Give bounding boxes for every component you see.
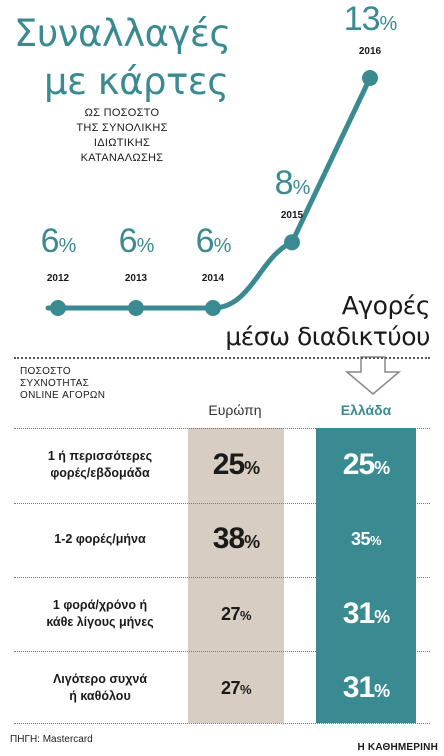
row-header-line: ONLINE ΑΓΟΡΩΝ: [20, 390, 106, 401]
row-label-line: 1 φορά/χρόνο ή: [52, 598, 148, 612]
point-year-label: 2014: [201, 273, 225, 284]
value-number: 38: [212, 522, 245, 555]
row-label-line: 1 ή περισσότερες: [47, 449, 153, 463]
greece-column-background: [316, 428, 416, 723]
value-number: 31: [342, 597, 375, 630]
percent-sign: %: [239, 682, 252, 697]
percent-sign: %: [58, 235, 77, 257]
value-number: 25: [342, 448, 375, 481]
data-point-2013: [128, 300, 144, 316]
value-number: 27: [220, 678, 241, 698]
row-label-line: κάθε λίγους μήνες: [46, 615, 154, 629]
point-value-label: 6%: [173, 222, 253, 261]
value-number: 27: [220, 604, 241, 624]
greece-value-cell: 35%: [316, 529, 416, 550]
row-divider: [14, 723, 430, 724]
row-divider: [14, 651, 430, 652]
point-value-label: 6%: [18, 222, 98, 261]
percent-sign: %: [244, 458, 260, 478]
value-number: 25: [212, 448, 245, 481]
value-number: 6: [40, 222, 60, 260]
table-row-label: 1-2 φορές/μήνα: [20, 531, 180, 548]
data-point-2015: [284, 234, 300, 251]
greece-value-cell: 31%: [316, 671, 416, 705]
row-label-line: 1-2 φορές/μήνα: [54, 532, 146, 546]
publisher-logo: Η ΚΑΘΗΜΕΡΙΝΗ: [357, 742, 438, 753]
data-point-2016: [362, 70, 378, 86]
row-divider: [14, 503, 430, 504]
value-number: 8: [274, 164, 294, 203]
value-number: 6: [195, 222, 215, 260]
point-year-label: 2016: [358, 46, 382, 57]
row-label-line: Λιγότερο συχνά: [52, 672, 148, 686]
europe-value-cell: 25%: [188, 448, 284, 482]
row-header-line: ΠΟΣΟΣΤΟ: [20, 366, 71, 377]
column-header-greece: Ελλάδα: [340, 402, 392, 418]
table-row-label: 1 ή περισσότερες φορές/εβδομάδα: [20, 448, 180, 482]
percent-sign: %: [292, 177, 311, 200]
row-header: ΠΟΣΟΣΤΟ ΣΥΧΝΟΤΗΤΑΣ ONLINE ΑΓΟΡΩΝ: [20, 366, 160, 402]
subtitle-line: ΚΑΤΑΝΑΛΩΣΗΣ: [80, 152, 164, 164]
down-arrow-icon: [344, 356, 402, 395]
point-value-label: 13%: [330, 0, 410, 39]
europe-column-background: [188, 428, 284, 723]
source-note: ΠΗΓΗ: Mastercard: [10, 734, 93, 745]
section-divider: [14, 357, 430, 359]
row-divider: [14, 577, 430, 578]
data-point-2012: [50, 300, 66, 316]
subtitle-line: ΙΔΙΩΤΙΚΗΣ: [93, 137, 151, 149]
subtitle-line: ΩΣ ΠΟΣΟΣΤΟ: [84, 107, 160, 119]
percent-sign: %: [244, 532, 260, 552]
column-header-europe: Ευρώπη: [208, 402, 262, 418]
europe-value-cell: 27%: [188, 678, 284, 699]
value-number: 35: [350, 529, 371, 549]
point-value-label: 8%: [252, 164, 332, 203]
point-year-label: 2013: [124, 273, 148, 284]
section-title-line2: μέσω διαδικτύου: [225, 322, 430, 351]
data-point-2014: [205, 300, 221, 316]
chart-title-line1: Συναλλαγές: [14, 12, 231, 55]
point-value-label: 6%: [96, 222, 176, 261]
percent-sign: %: [374, 681, 390, 701]
section-title-line1: Αγορές: [341, 291, 431, 320]
line-chart: [45, 70, 378, 316]
value-number: 31: [342, 671, 375, 704]
row-divider: [14, 428, 430, 429]
value-number: 13: [343, 0, 381, 38]
row-label-line: φορές/εβδομάδα: [50, 466, 150, 480]
percent-sign: %: [374, 607, 390, 627]
table-row-label: Λιγότερο συχνά ή καθόλου: [20, 671, 180, 705]
percent-sign: %: [369, 533, 382, 548]
row-header-line: ΣΥΧΝΟΤΗΤΑΣ: [20, 378, 90, 389]
europe-value-cell: 38%: [188, 522, 284, 556]
europe-value-cell: 27%: [188, 604, 284, 625]
subtitle-line: ΤΗΣ ΣΥΝΟΛΙΚΗΣ: [76, 122, 168, 134]
chart-title-line2: με κάρτες: [44, 60, 229, 103]
percent-sign: %: [379, 13, 398, 35]
table-row-label: 1 φορά/χρόνο ή κάθε λίγους μήνες: [20, 597, 180, 631]
point-year-label: 2012: [46, 273, 70, 284]
chart-subtitle: ΩΣ ΠΟΣΟΣΤΟ ΤΗΣ ΣΥΝΟΛΙΚΗΣ ΙΔΙΩΤΙΚΗΣ ΚΑΤΑΝ…: [62, 106, 182, 166]
percent-sign: %: [213, 235, 232, 257]
row-label-line: ή καθόλου: [69, 689, 131, 703]
percent-sign: %: [136, 235, 155, 257]
greece-value-cell: 25%: [316, 448, 416, 482]
point-year-label: 2015: [280, 210, 304, 222]
percent-sign: %: [374, 458, 390, 478]
greece-value-cell: 31%: [316, 597, 416, 631]
value-number: 6: [118, 222, 138, 260]
percent-sign: %: [239, 608, 252, 623]
